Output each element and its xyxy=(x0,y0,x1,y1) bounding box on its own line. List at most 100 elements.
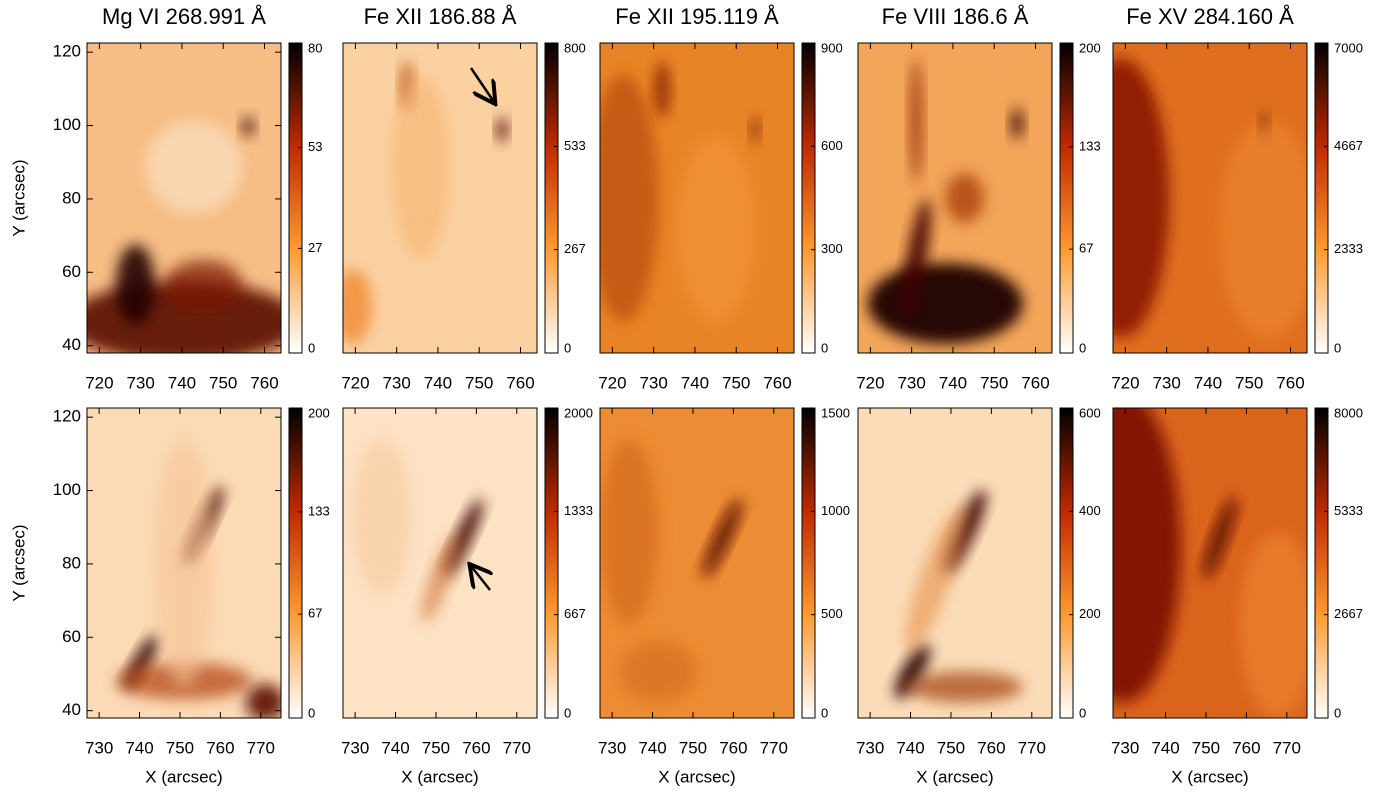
x-axis-label: X (arcsec) xyxy=(401,767,478,786)
x-tick-label: 740 xyxy=(1194,373,1222,392)
y-axis-label: Y (arcsec) xyxy=(9,524,28,601)
x-tick-label: 760 xyxy=(506,373,534,392)
colorbar-tick-label: 67 xyxy=(308,606,322,621)
colorbar-tick-label: 0 xyxy=(564,340,571,355)
colorbar-tick-label: 27 xyxy=(308,240,322,255)
panel: 720 730 740 750 760 40 60 80 100 120 Mg VI 268.991… xyxy=(9,4,322,393)
colorbar xyxy=(801,407,816,719)
intensity-map xyxy=(858,43,1052,353)
y-tick-label: 80 xyxy=(62,188,81,207)
x-tick-label: 760 xyxy=(462,738,490,757)
colorbar-tick-label: 80 xyxy=(308,40,322,55)
x-axis-label: X (arcsec) xyxy=(658,767,735,786)
y-tick-label: 120 xyxy=(53,407,81,426)
panel: 730 740 750 760 770 40 60 80 100 120 X (arcsec) Y (… xyxy=(9,405,329,786)
colorbar-tick-label: 600 xyxy=(821,138,843,153)
panel: 720 730 740 750 760 Fe XV 284.160 Å 0 2333 4667 7… xyxy=(1111,4,1363,393)
panel: 720 730 740 750 760 Fe VIII 186.6 Å 0 67 133 200 xyxy=(856,4,1101,393)
plot-frame xyxy=(857,407,1053,719)
x-tick-label: 730 xyxy=(897,373,925,392)
colorbar-tick-label: 5333 xyxy=(1334,503,1363,518)
x-tick-label: 720 xyxy=(856,373,884,392)
colorbar-tick-label: 0 xyxy=(821,705,828,720)
x-tick-label: 740 xyxy=(1151,738,1179,757)
colorbar-tick-label: 500 xyxy=(821,606,843,621)
colorbar-tick-label: 533 xyxy=(564,138,586,153)
y-tick-label: 40 xyxy=(62,335,81,354)
map-feature xyxy=(867,263,1023,344)
colorbar-tick-label: 1333 xyxy=(564,503,593,518)
colorbar-tick-label: 400 xyxy=(1079,503,1101,518)
panel-title: Fe VIII 186.6 Å xyxy=(882,4,1029,29)
x-tick-label: 750 xyxy=(679,738,707,757)
map-feature xyxy=(1239,532,1307,718)
map-feature xyxy=(677,136,756,322)
y-tick-label: 60 xyxy=(62,262,81,281)
panel-title: Fe XII 186.88 Å xyxy=(364,4,517,29)
panel: 730 740 750 760 770 X (arcsec) 0 667 1333 2000 xyxy=(341,405,593,786)
colorbar-tick-label: 67 xyxy=(1079,241,1093,256)
x-tick-label: 750 xyxy=(1235,373,1263,392)
colorbar-tick-label: 200 xyxy=(308,405,330,420)
map-feature xyxy=(600,74,659,322)
map-feature xyxy=(246,683,281,718)
colorbar-tick-label: 200 xyxy=(1079,606,1101,621)
x-tick-label: 730 xyxy=(126,373,154,392)
x-tick-label: 770 xyxy=(503,738,531,757)
x-tick-label: 720 xyxy=(1111,373,1139,392)
x-tick-label: 750 xyxy=(1192,738,1220,757)
panel: 730 740 750 760 770 X (arcsec) 0 200 400 600 xyxy=(856,405,1101,786)
x-tick-label: 740 xyxy=(381,738,409,757)
x-tick-label: 740 xyxy=(939,373,967,392)
x-axis-label: X (arcsec) xyxy=(145,767,222,786)
colorbar-tick-label: 300 xyxy=(821,241,843,256)
arrow xyxy=(469,67,494,102)
arrow xyxy=(471,566,490,591)
colorbar-tick-label: 133 xyxy=(308,503,330,518)
plot-frame xyxy=(1112,42,1308,354)
colorbar-tick-label: 1000 xyxy=(821,503,850,518)
intensity-map xyxy=(343,43,537,353)
map-feature xyxy=(116,244,155,326)
x-tick-label: 750 xyxy=(937,738,965,757)
plot-frame xyxy=(342,42,538,354)
colorbar-tick-label: 900 xyxy=(821,40,843,55)
map-feature xyxy=(343,269,373,344)
x-tick-label: 740 xyxy=(125,738,153,757)
colorbar-tick-label: 0 xyxy=(1334,705,1341,720)
x-tick-label: 770 xyxy=(247,738,275,757)
y-tick-label: 80 xyxy=(62,553,81,572)
map-feature xyxy=(145,120,243,214)
panel: 720 730 740 750 760 Fe XII 195.119 Å 0 300 600 90… xyxy=(598,4,843,393)
colorbar-tick-label: 8000 xyxy=(1334,405,1363,420)
x-tick-label: 730 xyxy=(1152,373,1180,392)
plot-frame xyxy=(857,42,1053,354)
colorbar xyxy=(288,407,303,719)
x-axis-label: X (arcsec) xyxy=(1171,767,1248,786)
x-tick-label: 740 xyxy=(681,373,709,392)
map-feature xyxy=(1011,108,1023,140)
colorbar-tick-label: 267 xyxy=(564,241,586,256)
x-tick-label: 740 xyxy=(638,738,666,757)
colorbar-tick-label: 0 xyxy=(564,705,571,720)
map-feature xyxy=(905,505,966,652)
colorbar-tick-label: 0 xyxy=(1334,340,1341,355)
x-tick-label: 750 xyxy=(209,373,237,392)
map-feature xyxy=(894,644,930,699)
x-tick-label: 720 xyxy=(85,373,113,392)
map-feature xyxy=(751,117,760,143)
panel: 730 740 750 760 770 X (arcsec) 0 500 1000 1500 xyxy=(598,405,850,786)
y-tick-label: 120 xyxy=(53,42,81,61)
intensity-map xyxy=(858,408,1052,718)
map-feature xyxy=(1113,58,1170,338)
intensity-map xyxy=(600,43,794,353)
colorbar-tick-label: 1500 xyxy=(821,405,850,420)
colorbar xyxy=(544,407,559,719)
colorbar-tick-label: 2000 xyxy=(564,405,593,420)
map-feature xyxy=(352,439,411,594)
x-tick-label: 750 xyxy=(166,738,194,757)
y-tick-label: 100 xyxy=(53,115,81,134)
panel: 720 730 740 750 760 Fe XII 186.88 Å 0 267 533 800 xyxy=(341,4,586,393)
colorbar-tick-label: 800 xyxy=(564,40,586,55)
